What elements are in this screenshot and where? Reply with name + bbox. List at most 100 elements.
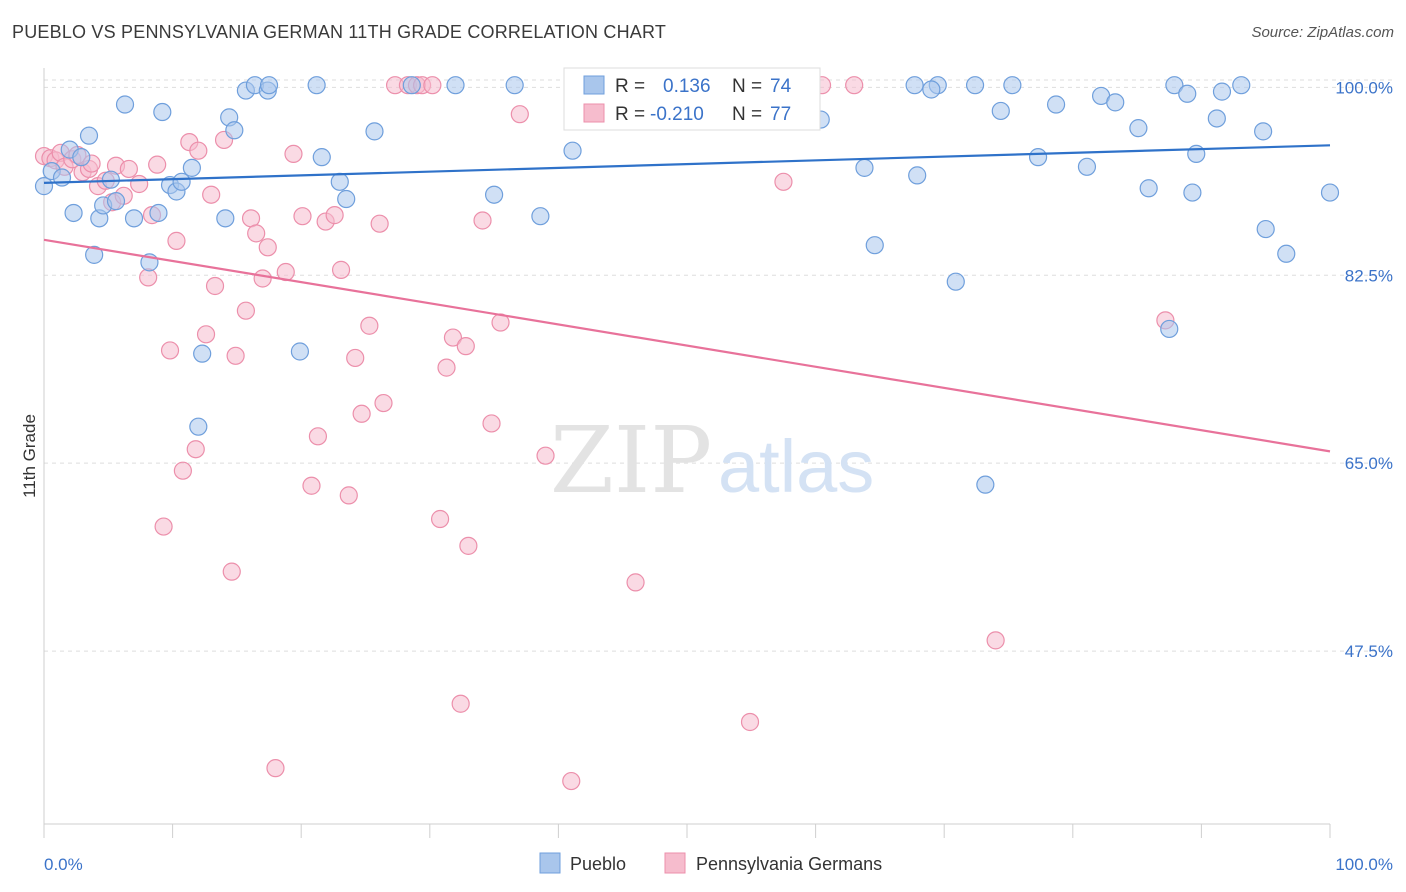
pueblo-point xyxy=(115,95,135,114)
grid-lines xyxy=(44,79,1394,652)
bottom-legend-label-pueblo: Pueblo xyxy=(570,854,626,874)
pueblo-point xyxy=(172,172,191,191)
pueblo-point xyxy=(1003,76,1022,95)
pueblo-point xyxy=(865,236,884,255)
legend-r-value-pennsylvania-germans: -0.210 xyxy=(650,104,704,125)
pueblo-point xyxy=(1165,76,1184,95)
pueblo-point xyxy=(365,122,384,141)
pennsylvania-germans-point xyxy=(266,759,285,778)
pueblo-point xyxy=(1232,76,1251,95)
pennsylvania-germans-point xyxy=(740,712,760,732)
series-legend: Pueblo Pennsylvania Germans xyxy=(539,852,882,874)
pueblo-point xyxy=(72,148,91,167)
pennsylvania-germans-point xyxy=(186,440,205,459)
pennsylvania-germans-point xyxy=(293,207,312,226)
pueblo-point xyxy=(1178,84,1197,103)
bottom-legend-swatch-pennsylvania-germans xyxy=(664,852,686,874)
pueblo-point xyxy=(531,207,550,226)
pennsylvania-germans-point xyxy=(205,276,225,296)
pueblo-point xyxy=(1277,244,1296,263)
series-pueblo xyxy=(34,76,1340,494)
y-tick-labels: 100.0% 82.5% 65.0% 47.5% xyxy=(1335,78,1393,661)
pennsylvania-germans-point xyxy=(247,224,266,243)
stats-legend-box xyxy=(563,67,821,131)
pueblo-point xyxy=(1129,119,1148,138)
pennsylvania-germans-point xyxy=(154,517,173,536)
pueblo-point xyxy=(905,76,924,95)
chart-title: PUEBLO VS PENNSYLVANIA GERMAN 11TH GRADE… xyxy=(12,22,667,42)
pueblo-point xyxy=(965,76,985,95)
pennsylvania-germans-point xyxy=(173,461,192,480)
pennsylvania-germans-point xyxy=(370,214,389,233)
pennsylvania-germans-point xyxy=(845,76,864,95)
pueblo-point xyxy=(1139,179,1158,198)
x-tick-label-max: 100.0% xyxy=(1335,855,1393,874)
pueblo-point xyxy=(124,209,144,228)
pueblo-point xyxy=(1320,183,1340,202)
legend-swatch-pennsylvania-germans xyxy=(583,103,605,123)
pueblo-point xyxy=(189,417,208,436)
watermark: ZIP atlas xyxy=(550,407,874,514)
pennsylvania-germans-point xyxy=(459,536,478,555)
pennsylvania-germans-point xyxy=(130,174,149,194)
pennsylvania-germans-point xyxy=(148,155,167,174)
watermark-zip: ZIP xyxy=(550,407,712,514)
pennsylvania-germans-point xyxy=(473,211,492,230)
pennsylvania-germans-point xyxy=(258,238,277,257)
pennsylvania-germans-point xyxy=(222,562,241,581)
bottom-legend-swatch-pueblo xyxy=(539,852,561,874)
pennsylvania-germans-point xyxy=(119,159,138,179)
pennsylvania-germans-point xyxy=(482,414,501,433)
legend-r-label-pennsylvania-germans: R = xyxy=(615,104,645,125)
chart-source: Source: ZipAtlas.com xyxy=(1251,24,1394,41)
pennsylvania-germans-point xyxy=(189,141,208,160)
pueblo-point xyxy=(446,76,465,95)
pueblo-point xyxy=(485,185,504,204)
pennsylvania-germans-point xyxy=(430,509,450,529)
pennsylvania-germans-point xyxy=(626,573,645,592)
y-tick-label: 47.5% xyxy=(1345,642,1393,661)
pueblo-point xyxy=(976,475,995,494)
pennsylvania-germans-point xyxy=(241,209,261,228)
pennsylvania-germans-point xyxy=(139,268,158,287)
pennsylvania-germans-point xyxy=(226,346,245,365)
bottom-legend-label-pennsylvania-germans: Pennsylvania Germans xyxy=(696,854,882,874)
pueblo-point xyxy=(1254,122,1273,141)
pueblo-point xyxy=(402,76,421,95)
pennsylvania-germans-point xyxy=(325,206,344,225)
pennsylvania-germans-point xyxy=(352,404,371,423)
pennsylvania-germans-point xyxy=(451,694,470,713)
watermark-atlas: atlas xyxy=(718,425,874,508)
pueblo-point xyxy=(216,209,235,228)
x-tick-labels: 0.0% 100.0% xyxy=(44,855,1393,874)
legend-n-value-pennsylvania-germans: 77 xyxy=(770,104,791,125)
pueblo-point xyxy=(991,101,1010,121)
pennsylvania-germans-point xyxy=(374,393,393,413)
pueblo-point xyxy=(34,177,54,196)
pueblo-point xyxy=(85,245,104,264)
pennsylvania-germans-point xyxy=(302,476,321,495)
pueblo-point xyxy=(1046,95,1066,114)
pennsylvania-germans-point xyxy=(196,325,216,344)
pennsylvania-germans-point xyxy=(774,172,793,191)
pueblo-point xyxy=(946,272,965,291)
pennsylvania-germans-point xyxy=(236,301,256,320)
legend-n-label-pueblo: N = xyxy=(732,76,762,97)
pueblo-point xyxy=(1256,219,1275,239)
legend-r-label-pueblo: R = xyxy=(615,76,645,97)
pueblo-point xyxy=(193,344,212,363)
pueblo-point xyxy=(1183,183,1202,202)
pennsylvania-germans-point xyxy=(346,348,365,368)
pennsylvania-germans-point xyxy=(562,771,581,791)
pennsylvania-germans-point xyxy=(510,105,529,124)
legend-n-label-pennsylvania-germans: N = xyxy=(732,104,762,125)
legend-n-value-pueblo: 74 xyxy=(770,76,792,97)
pueblo-point xyxy=(1160,319,1179,339)
pennsylvania-germans-point xyxy=(167,231,186,250)
trend-lines xyxy=(43,144,1331,453)
pennsylvania-germans-point xyxy=(284,144,303,164)
y-axis-label: 11th Grade xyxy=(20,414,39,498)
pueblo-point xyxy=(312,148,331,167)
pennsylvania-germans-point xyxy=(160,341,180,360)
pueblo-point xyxy=(79,126,99,145)
